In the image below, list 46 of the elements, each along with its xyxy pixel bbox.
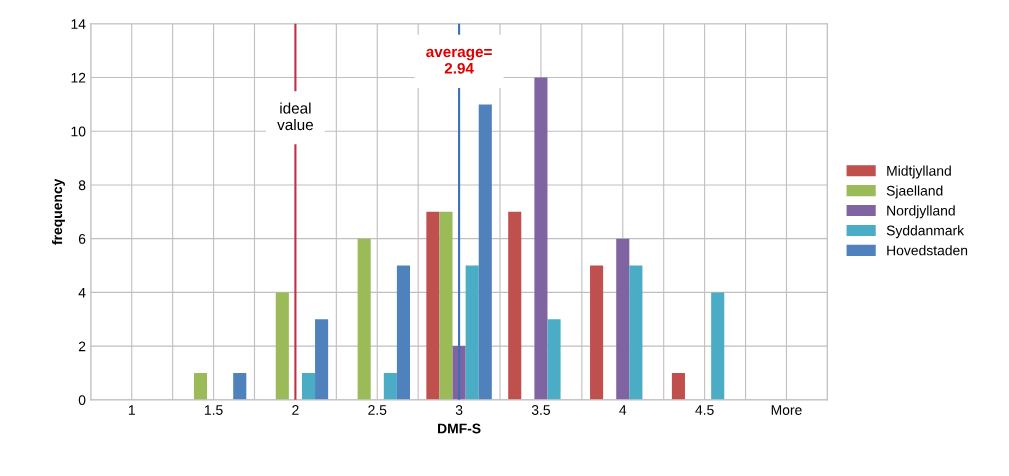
- x-tick-label: 2.5: [368, 405, 387, 415]
- bar: [233, 372, 247, 400]
- bar: [426, 211, 440, 400]
- legend-label: Syddanmark: [886, 225, 965, 239]
- x-axis-title: DMF-S: [438, 423, 481, 434]
- x-tick-label: 1.5: [204, 405, 223, 415]
- y-axis-title: frequency: [52, 178, 65, 245]
- x-tick-label: 4: [619, 405, 627, 415]
- y-tick-label: 10: [71, 126, 86, 137]
- y-tick-label: 4: [78, 287, 86, 298]
- bar: [383, 372, 397, 400]
- ref-line-label: ideal value: [277, 102, 313, 131]
- y-tick-label: 2: [78, 341, 86, 352]
- bar: [508, 211, 522, 400]
- x-tick-label: 3: [455, 405, 463, 415]
- bar: [590, 265, 604, 400]
- y-tick-label: 0: [78, 395, 86, 406]
- bar: [465, 265, 479, 400]
- bar: [629, 265, 643, 400]
- x-tick-label: 4.5: [695, 405, 714, 415]
- x-tick-label: More: [771, 405, 802, 415]
- bar: [275, 292, 289, 400]
- legend-label: Sjaelland: [886, 185, 943, 199]
- bar: [616, 238, 630, 400]
- bar: [478, 104, 492, 400]
- y-tick-label: 6: [78, 234, 86, 244]
- y-tick-label: 8: [78, 180, 86, 191]
- bar: [671, 372, 685, 400]
- bar: [315, 319, 329, 400]
- bar: [193, 372, 208, 400]
- x-tick-label: 1: [128, 405, 135, 415]
- bar: [547, 319, 561, 400]
- bar: [711, 292, 725, 400]
- bar: [357, 238, 371, 400]
- legend-label: Hovedstaden: [887, 245, 968, 256]
- x-tick-label: 2: [292, 405, 299, 415]
- x-tick-label: 3.5: [531, 405, 551, 415]
- bar: [439, 211, 453, 400]
- y-tick-label: 12: [71, 72, 86, 83]
- ref-line-label: average= 2.94: [426, 48, 492, 74]
- y-tick-label: 14: [71, 19, 86, 29]
- bar: [396, 265, 410, 400]
- bar: [534, 77, 548, 400]
- bar: [301, 372, 316, 400]
- legend-label: Nordjylland: [887, 205, 955, 219]
- legend-label: Midtjylland: [887, 165, 951, 179]
